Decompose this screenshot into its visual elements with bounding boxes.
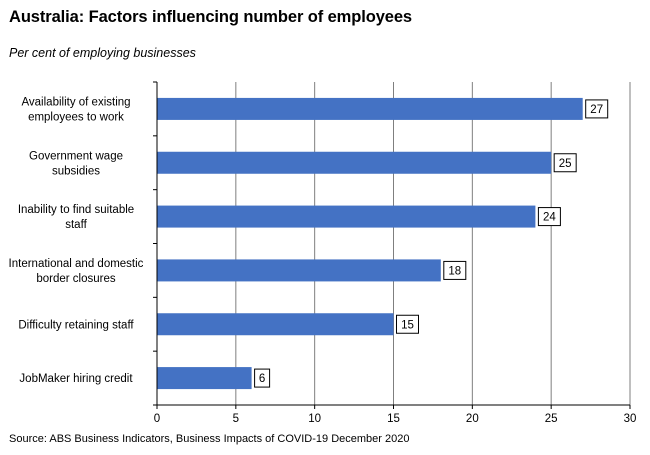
- x-tick-label: 15: [387, 413, 400, 425]
- chart-subtitle: Per cent of employing businesses: [9, 46, 196, 60]
- axes: [153, 81, 631, 409]
- bar: [157, 367, 252, 390]
- bar: [157, 97, 583, 120]
- gridlines: [235, 82, 631, 405]
- category-label: Inability to find suitable staff: [18, 204, 134, 231]
- data-label: 27: [590, 104, 603, 116]
- data-labels: 27 25 24 18 15 6: [254, 99, 609, 388]
- data-label: 18: [448, 265, 461, 277]
- data-label-box: [254, 368, 271, 388]
- data-label-box: [537, 207, 561, 227]
- source-note: Source: ABS Business Indicators, Busines…: [9, 433, 410, 445]
- x-tick-label: 5: [233, 413, 239, 425]
- category-label: JobMaker hiring credit: [19, 373, 133, 385]
- data-label: 6: [259, 373, 265, 385]
- bar: [157, 151, 552, 174]
- tick-labels: 0 5 10 15 20 25 30: [154, 413, 637, 425]
- bar: [157, 259, 441, 282]
- category-label: Difficulty retaining staff: [18, 319, 134, 331]
- bar: [157, 205, 536, 228]
- data-label: 25: [559, 158, 572, 170]
- x-tick-label: 0: [154, 413, 160, 425]
- x-tick-label: 10: [308, 413, 321, 425]
- bars: [157, 97, 583, 390]
- category-label: International and domestic border closure…: [9, 258, 144, 285]
- bar: [157, 313, 394, 336]
- x-tick-label: 25: [545, 413, 558, 425]
- x-tick-label: 30: [624, 413, 637, 425]
- x-tick-label: 20: [466, 413, 479, 425]
- data-label: 24: [543, 212, 556, 224]
- data-label: 15: [401, 319, 414, 331]
- category-label: Government wage subsidies: [29, 150, 123, 177]
- data-label-box: [553, 153, 577, 173]
- category-labels: Availability of existing employees to wor…: [9, 96, 144, 385]
- data-label-box: [443, 260, 467, 280]
- category-label: Availability of existing employees to wor…: [21, 96, 130, 123]
- data-label-box: [585, 99, 609, 119]
- data-label-box: [396, 314, 419, 334]
- chart-title: Australia: Factors influencing number of…: [9, 8, 412, 26]
